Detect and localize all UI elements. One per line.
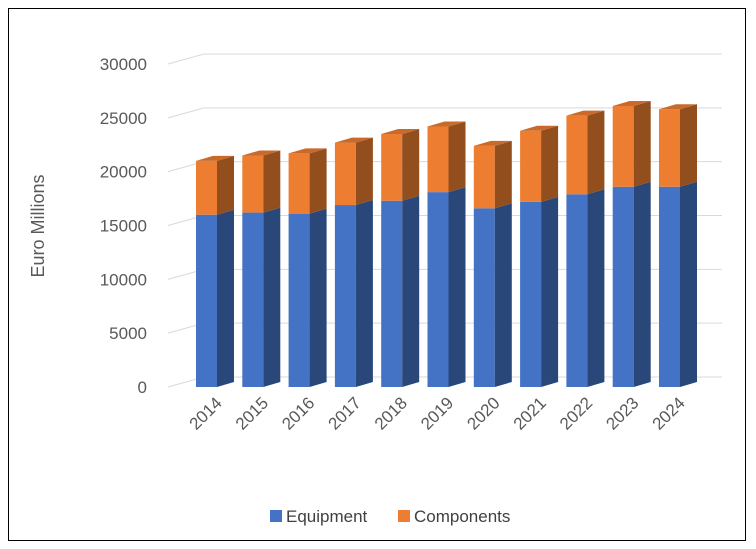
bar-top-components-2019: [427, 121, 466, 127]
x-tick-label: 2016: [278, 393, 318, 433]
x-tick-label: 2017: [325, 393, 365, 433]
bar-side-equipment-2018: [402, 195, 420, 387]
bar-side-equipment-2020: [494, 203, 512, 387]
y-tick-label: 30000: [100, 55, 147, 74]
bar-components-2020: [473, 145, 495, 209]
bar-side-equipment-2022: [587, 189, 605, 387]
bar-top-components-2016: [288, 148, 327, 154]
bar-side-components-2019: [448, 121, 466, 193]
bar-side-components-2015: [263, 150, 281, 213]
legend-swatch-equipment: [270, 510, 282, 522]
legend-swatch-components: [398, 510, 410, 522]
bar-side-equipment-2021: [541, 196, 559, 387]
y-tick-label: 5000: [109, 324, 147, 343]
bar-group-2014: [196, 155, 234, 387]
bar-components-2023: [612, 105, 634, 187]
bar-side-equipment-2015: [263, 207, 281, 387]
x-tick-label: 2022: [556, 393, 596, 433]
x-tick-label: 2014: [186, 393, 226, 433]
legend: Equipment Components: [270, 507, 510, 526]
bar-side-equipment-2017: [355, 200, 373, 387]
bar-side-equipment-2023: [633, 181, 651, 387]
bar-components-2019: [427, 126, 449, 193]
y-tick-label: 10000: [100, 270, 147, 289]
bar-group-2017: [334, 137, 373, 387]
bars: [196, 100, 697, 387]
bar-side-components-2023: [633, 100, 651, 187]
bar-top-components-2021: [520, 125, 559, 131]
bar-group-2019: [427, 121, 466, 387]
bar-equipment-2021: [520, 201, 542, 387]
bar-components-2015: [242, 155, 264, 213]
y-axis-ticks: 0 5000 10000 15000 20000 25000 30000: [100, 55, 147, 397]
bar-top-components-2022: [566, 110, 605, 116]
x-tick-label: 2023: [602, 393, 642, 433]
bar-side-components-2014: [217, 155, 234, 215]
bar-top-components-2024: [659, 104, 697, 110]
bar-side-components-2021: [541, 125, 559, 202]
x-tick-label: 2019: [417, 393, 457, 433]
x-tick-label: 2024: [649, 393, 689, 433]
x-tick-label: 2021: [510, 393, 550, 433]
bar-side-components-2022: [587, 110, 605, 195]
bar-top-components-2018: [381, 128, 420, 134]
bar-equipment-2020: [473, 208, 495, 387]
bar-side-components-2018: [402, 128, 420, 201]
y-tick-label: 15000: [100, 217, 147, 236]
bar-top-components-2015: [242, 150, 281, 156]
x-tick-label: 2018: [371, 393, 411, 433]
bar-components-2024: [659, 109, 680, 187]
x-tick-label: 2020: [463, 393, 503, 433]
x-tick-label: 2015: [232, 393, 272, 433]
bar-equipment-2023: [612, 186, 634, 387]
bar-group-2024: [659, 104, 697, 387]
x-axis-ticks: 2014 2015 2016 2017 2018 2019 2020 2021 2022 2023…: [186, 393, 689, 433]
bar-components-2014: [196, 160, 217, 215]
bar-equipment-2024: [659, 186, 680, 387]
y-axis-label: Euro Millions: [28, 174, 48, 277]
gridline: [167, 53, 722, 65]
bar-equipment-2015: [242, 212, 264, 387]
bar-side-components-2017: [355, 137, 373, 206]
bar-equipment-2018: [381, 200, 403, 387]
bar-group-2022: [566, 110, 605, 387]
bar-group-2021: [520, 125, 559, 387]
bar-components-2018: [381, 133, 403, 201]
bar-side-equipment-2016: [309, 208, 327, 387]
bar-group-2020: [473, 140, 512, 387]
bar-side-components-2024: [680, 104, 697, 187]
bar-side-components-2020: [494, 140, 512, 209]
bar-components-2022: [566, 115, 588, 195]
gridline: [167, 107, 722, 119]
legend-label-components: Components: [414, 507, 510, 526]
bar-top-components-2014: [196, 155, 234, 161]
y-tick-label: 20000: [100, 163, 147, 182]
bar-group-2015: [242, 150, 281, 387]
bar-equipment-2017: [334, 205, 356, 387]
bar-components-2021: [520, 130, 542, 202]
bar-group-2018: [381, 128, 420, 387]
bar-components-2016: [288, 153, 310, 214]
y-tick-label: 0: [138, 378, 147, 397]
bar-components-2017: [334, 142, 356, 206]
bar-side-equipment-2024: [680, 181, 697, 387]
bar-equipment-2022: [566, 194, 588, 387]
bar-group-2023: [612, 100, 651, 387]
bar-top-components-2017: [334, 137, 373, 143]
bar-group-2016: [288, 148, 327, 387]
bar-top-components-2023: [612, 100, 651, 106]
bar-side-components-2016: [309, 148, 327, 214]
bar-side-equipment-2014: [217, 209, 234, 387]
bar-equipment-2016: [288, 213, 310, 387]
bar-side-equipment-2019: [448, 187, 466, 387]
bar-top-components-2020: [473, 140, 512, 146]
legend-label-equipment: Equipment: [286, 507, 368, 526]
y-tick-label: 25000: [100, 109, 147, 128]
bar-equipment-2014: [196, 214, 217, 387]
bar-equipment-2019: [427, 192, 449, 387]
